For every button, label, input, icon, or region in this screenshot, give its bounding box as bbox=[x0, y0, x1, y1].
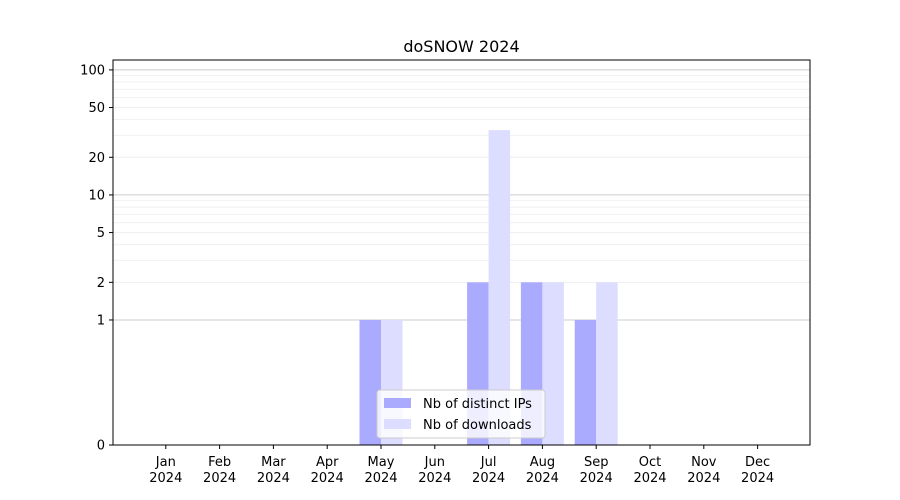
x-tick-label-year: 2024 bbox=[311, 471, 344, 486]
y-tick-label: 50 bbox=[88, 101, 105, 116]
x-tick-label-month: Mar bbox=[261, 455, 286, 470]
y-tick-label: 1 bbox=[97, 313, 105, 328]
x-tick-label-month: Jan bbox=[155, 455, 176, 470]
x-tick-label-month: Sep bbox=[584, 455, 609, 470]
x-tick-label-year: 2024 bbox=[364, 471, 397, 486]
y-axis: 0 1 2 5 10 20 50 100 bbox=[80, 63, 113, 454]
x-tick-label-year: 2024 bbox=[580, 471, 613, 486]
x-tick-label-month: Dec bbox=[745, 455, 770, 470]
y-tick-label: 20 bbox=[88, 151, 105, 166]
bar-downloads bbox=[596, 282, 618, 445]
y-tick-label: 0 bbox=[97, 439, 105, 454]
x-axis: Jan2024Feb2024Mar2024Apr2024May2024Jun20… bbox=[149, 445, 774, 486]
x-tick-label-year: 2024 bbox=[149, 471, 182, 486]
x-tick-label-year: 2024 bbox=[741, 471, 774, 486]
legend-label: Nb of distinct IPs bbox=[423, 397, 532, 412]
y-tick-label: 10 bbox=[88, 188, 105, 203]
x-tick-label-year: 2024 bbox=[257, 471, 290, 486]
bar-downloads bbox=[542, 282, 564, 445]
x-tick-label-month: May bbox=[368, 455, 395, 470]
x-tick-label-month: Apr bbox=[316, 455, 339, 470]
y-tick-label: 5 bbox=[97, 226, 105, 241]
x-tick-label-year: 2024 bbox=[526, 471, 559, 486]
legend-label: Nb of downloads bbox=[423, 418, 532, 433]
x-tick-label-month: Oct bbox=[639, 455, 661, 470]
x-tick-label-month: Nov bbox=[691, 455, 717, 470]
legend-swatch-downloads bbox=[384, 419, 411, 429]
x-tick-label-month: Feb bbox=[208, 455, 231, 470]
y-tick-label: 100 bbox=[80, 63, 105, 78]
legend-box bbox=[376, 389, 546, 439]
x-tick-label-month: Jul bbox=[480, 455, 497, 470]
x-tick-label-year: 2024 bbox=[633, 471, 666, 486]
legend-swatch-distinct-ips bbox=[384, 398, 411, 408]
grid bbox=[113, 69, 810, 321]
x-tick-label-year: 2024 bbox=[418, 471, 451, 486]
x-tick-label-year: 2024 bbox=[687, 471, 720, 486]
x-tick-label-year: 2024 bbox=[203, 471, 236, 486]
bar-distinct-ips bbox=[359, 319, 381, 445]
chart-title: doSNOW 2024 bbox=[403, 37, 519, 56]
bar-downloads bbox=[488, 130, 511, 445]
x-tick-label-month: Aug bbox=[530, 455, 555, 470]
bar-distinct-ips bbox=[574, 319, 597, 445]
y-tick-label: 2 bbox=[97, 276, 105, 291]
x-tick-label-year: 2024 bbox=[472, 471, 505, 486]
plot-frame bbox=[112, 59, 811, 446]
legend: Nb of distinct IPs Nb of downloads bbox=[376, 389, 546, 439]
x-tick-label-month: Jun bbox=[424, 455, 445, 470]
